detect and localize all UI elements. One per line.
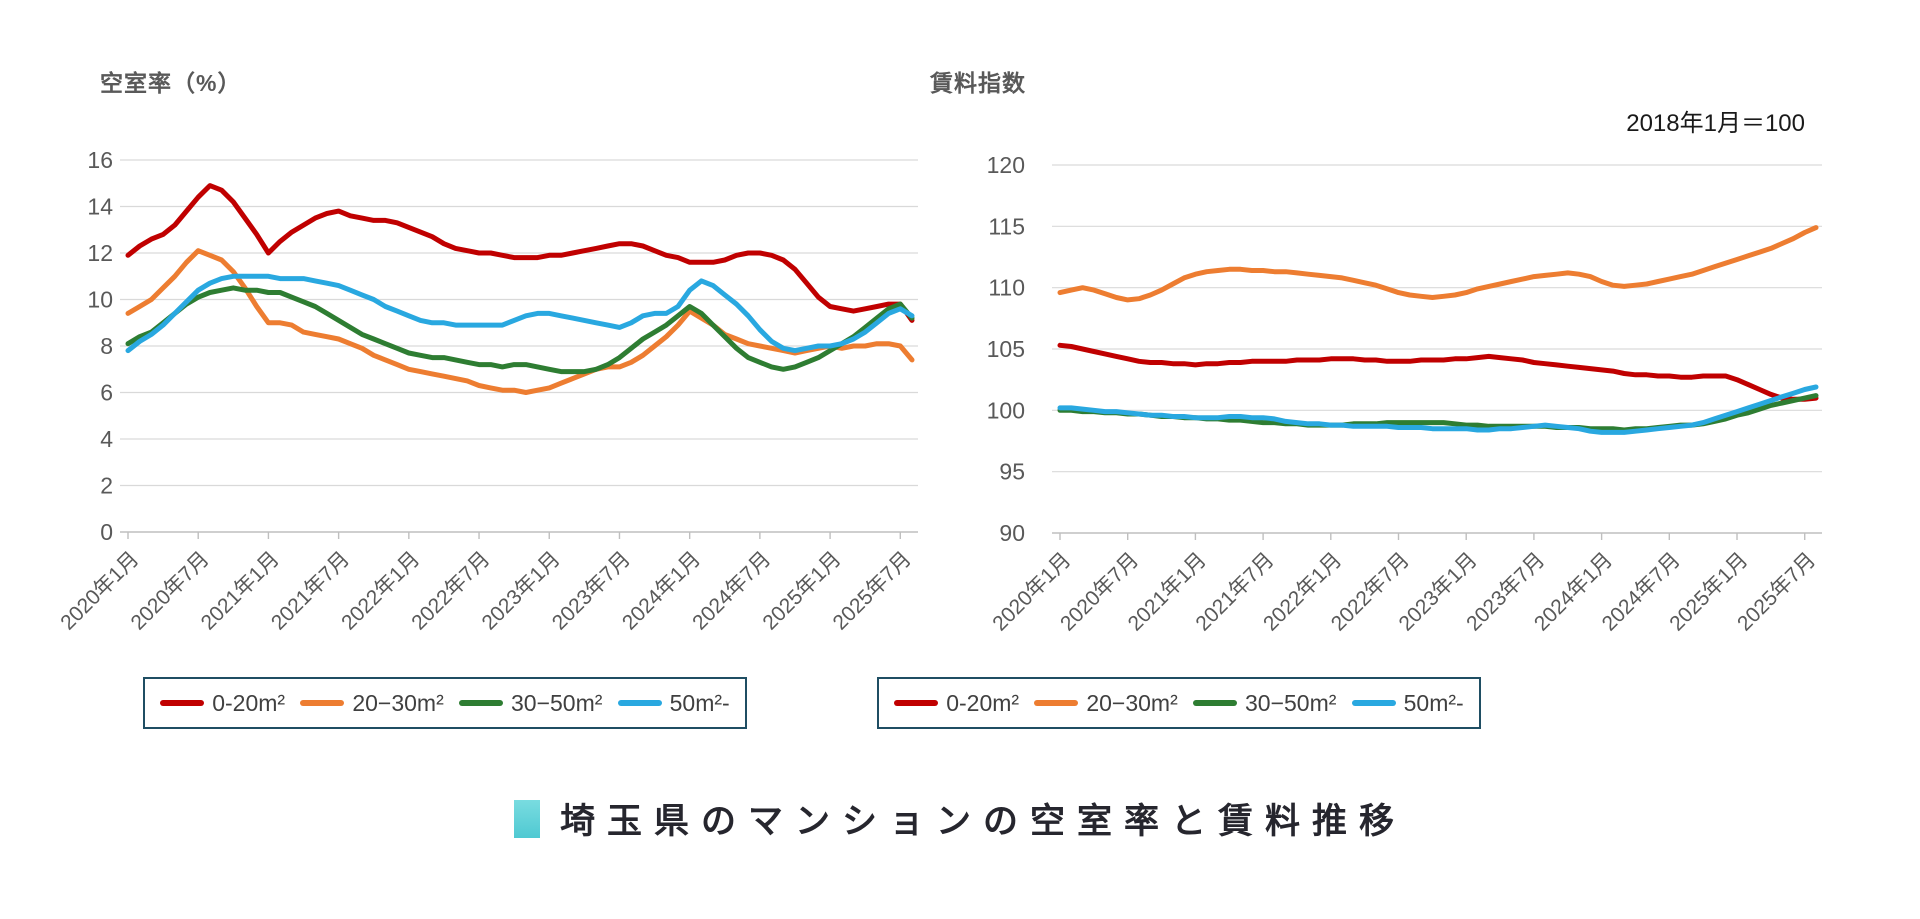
legend-line-swatch bbox=[300, 700, 345, 706]
legend-line-swatch bbox=[458, 700, 503, 706]
legend-item-30−50m²: 30−50m² bbox=[458, 689, 603, 717]
vacancy-chart-legend: 0-20m² 20−30m² 30−50m² 50m²- bbox=[143, 677, 747, 729]
legend-item-0-20m²: 0-20m² bbox=[160, 690, 285, 717]
series-line-0-20m² bbox=[125, 183, 915, 323]
legend-line-swatch bbox=[617, 700, 662, 706]
series-line-50m²- bbox=[1057, 384, 1819, 435]
legend-line-swatch bbox=[894, 700, 939, 706]
y-tick-label: 0 bbox=[100, 519, 113, 545]
legend-label: 20−30m² bbox=[1086, 689, 1178, 716]
legend-item-20−30m²: 20−30m² bbox=[1034, 689, 1178, 717]
vacancy-chart-title: 空室率（%） bbox=[100, 70, 242, 96]
rent-index-chart-legend: 0-20m² 20−30m² 30−50m² 50m²- bbox=[877, 677, 1481, 729]
legend-item-30−50m²: 30−50m² bbox=[1192, 689, 1337, 717]
legend-item-20−30m²: 20−30m² bbox=[300, 689, 444, 717]
y-tick-label: 100 bbox=[987, 397, 1025, 423]
y-tick-label: 4 bbox=[100, 426, 113, 452]
y-tick-label: 115 bbox=[988, 213, 1025, 239]
footer: 埼玉県のマンションの空室率と賃料推移 bbox=[0, 793, 1920, 844]
y-tick-label: 110 bbox=[988, 275, 1025, 301]
y-tick-label: 90 bbox=[999, 520, 1025, 546]
y-tick-label: 2 bbox=[100, 473, 113, 499]
vacancy-plot: 02468101214162020年1月2020年7月2021年1月2021年7… bbox=[56, 147, 918, 635]
legend-label: 30−50m² bbox=[510, 689, 603, 716]
series-line-0-20m² bbox=[1057, 342, 1819, 402]
y-tick-label: 8 bbox=[100, 333, 113, 359]
y-tick-label: 105 bbox=[987, 336, 1025, 362]
legend-label: 20−30m² bbox=[352, 689, 444, 716]
y-tick-label: 12 bbox=[87, 240, 113, 266]
legend-label: 50m²- bbox=[669, 689, 730, 716]
rent-index-chart-title: 賃料指数 bbox=[930, 70, 1026, 96]
series-line-30−50m² bbox=[125, 285, 915, 375]
teal-square-bullet-icon bbox=[513, 799, 540, 838]
legend-line-swatch bbox=[1351, 700, 1396, 706]
legend-label: 50m²- bbox=[1403, 689, 1464, 716]
y-tick-label: 14 bbox=[87, 194, 113, 220]
y-tick-label: 6 bbox=[100, 380, 113, 406]
legend-item-0-20m²: 0-20m² bbox=[894, 690, 1019, 717]
series-line-20−30m² bbox=[1057, 225, 1819, 303]
y-tick-label: 120 bbox=[987, 152, 1025, 178]
legend-line-swatch bbox=[1192, 700, 1237, 706]
series-line-50m²- bbox=[125, 273, 915, 354]
legend-label: 30−50m² bbox=[1244, 689, 1337, 716]
rent-index-plot: 90951001051101151202020年1月2020年7月2021年1月… bbox=[987, 152, 1822, 636]
legend-label: 0-20m² bbox=[212, 689, 286, 716]
legend-item-50m²-: 50m²- bbox=[617, 689, 730, 717]
series-line-20−30m² bbox=[125, 248, 915, 395]
legend-line-swatch bbox=[160, 700, 205, 706]
main-title: 埼玉県のマンションの空室率と賃料推移 bbox=[559, 802, 1406, 841]
legend-label: 0-20m² bbox=[946, 689, 1020, 716]
legend-item-50m²-: 50m²- bbox=[1351, 689, 1464, 717]
y-tick-label: 95 bbox=[999, 459, 1025, 485]
y-tick-label: 10 bbox=[87, 287, 113, 313]
legend-line-swatch bbox=[1034, 700, 1079, 706]
y-tick-label: 16 bbox=[87, 147, 113, 173]
charts-canvas: 02468101214162020年1月2020年7月2021年1月2021年7… bbox=[56, 147, 1822, 636]
rent-index-base-note: 2018年1月＝100 bbox=[1626, 110, 1805, 137]
